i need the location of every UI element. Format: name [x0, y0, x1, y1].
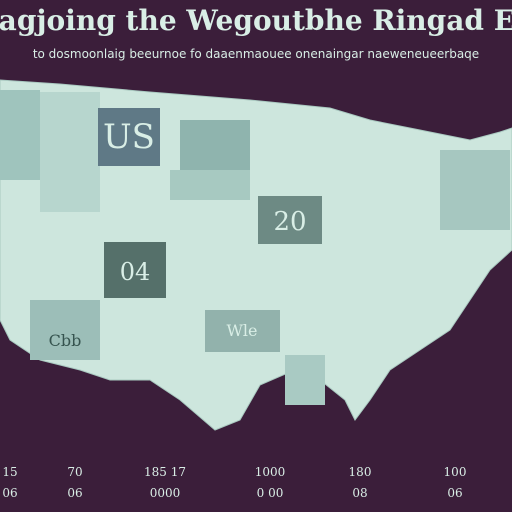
- region: [285, 355, 325, 405]
- footer-value: 1000: [255, 465, 286, 479]
- footer-value: 70: [67, 465, 82, 479]
- footer-value: 15: [2, 465, 17, 479]
- region: [40, 92, 100, 212]
- title: S Nwagjoing the Wegoutbhe Ringad E Wou: [0, 4, 512, 37]
- footer: 15 06 70 06 185 17 0000 1000 0 00 180 08 100 06: [2, 465, 466, 500]
- footer-value: 185 17: [144, 465, 186, 479]
- subtitle: to dosmoonlaig beeurnoe fo daaenmaouee o…: [33, 47, 479, 61]
- label-box: [258, 196, 322, 244]
- footer-value: 06: [2, 486, 17, 500]
- map-label: 20: [273, 207, 306, 237]
- map-label: Wle: [226, 321, 257, 340]
- footer-value: 100: [444, 465, 467, 479]
- footer-value: 06: [447, 486, 462, 500]
- footer-value: 0000: [150, 486, 181, 500]
- footer-value: 08: [352, 486, 367, 500]
- label-box: [30, 300, 100, 360]
- footer-value: 0 00: [257, 486, 284, 500]
- map-label: US: [103, 117, 155, 157]
- footer-value: 180: [349, 465, 372, 479]
- label-box: [205, 310, 280, 352]
- map-label: Cbb: [49, 331, 82, 350]
- footer-value: 06: [67, 486, 82, 500]
- label-box: [98, 108, 160, 166]
- label-box: [104, 242, 166, 298]
- region: [0, 90, 40, 180]
- region: [170, 170, 250, 200]
- map-landmass: [0, 79, 512, 431]
- map-label: 04: [120, 258, 151, 286]
- region: [440, 150, 510, 230]
- region: [180, 120, 250, 170]
